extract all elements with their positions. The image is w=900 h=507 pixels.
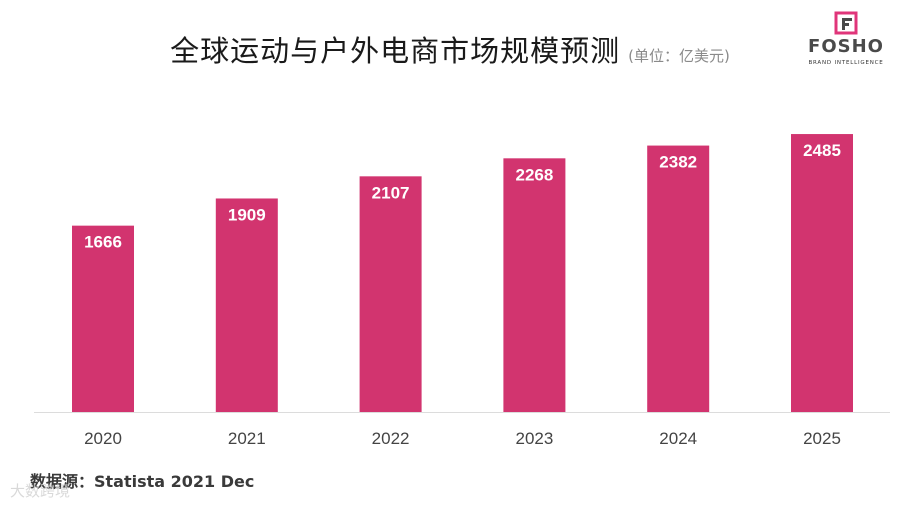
brand-logo: FOSHO BRAND INTELLIGENCE [806, 10, 886, 70]
bar-2025 [791, 134, 853, 412]
x-tick-2023: 2023 [515, 429, 553, 448]
bar-2020 [72, 225, 134, 412]
x-tick-2025: 2025 [803, 429, 841, 448]
unit-label: (单位：亿美元) [628, 47, 730, 65]
bar-2021 [215, 198, 278, 412]
data-label-2020: 1666 [84, 233, 122, 252]
chart-title: 全球运动与户外电商市场规模预测 [170, 34, 621, 68]
data-label-2025: 2485 [803, 141, 841, 160]
data-label-2024: 2382 [659, 153, 697, 172]
bar-2022 [359, 176, 422, 412]
x-tick-2024: 2024 [659, 429, 697, 448]
x-tick-2021: 2021 [228, 429, 266, 448]
chart-title-row: 全球运动与户外电商市场规模预测 (单位：亿美元) [0, 28, 900, 70]
data-label-2023: 2268 [515, 165, 553, 184]
logo-tagline: BRAND INTELLIGENCE [808, 60, 884, 66]
data-source: 数据源：Statista 2021 Dec [30, 472, 255, 491]
data-label-2021: 1909 [228, 205, 266, 224]
watermark: 大数跨境 [10, 482, 71, 500]
x-tick-2020: 2020 [84, 429, 122, 448]
x-tick-2022: 2022 [372, 429, 410, 448]
data-label-2022: 2107 [372, 183, 410, 202]
fosho-logo-mark [834, 11, 858, 35]
logo-wordmark: FOSHO [808, 36, 884, 57]
bar-2024 [647, 145, 710, 412]
bar-2023 [503, 158, 566, 412]
